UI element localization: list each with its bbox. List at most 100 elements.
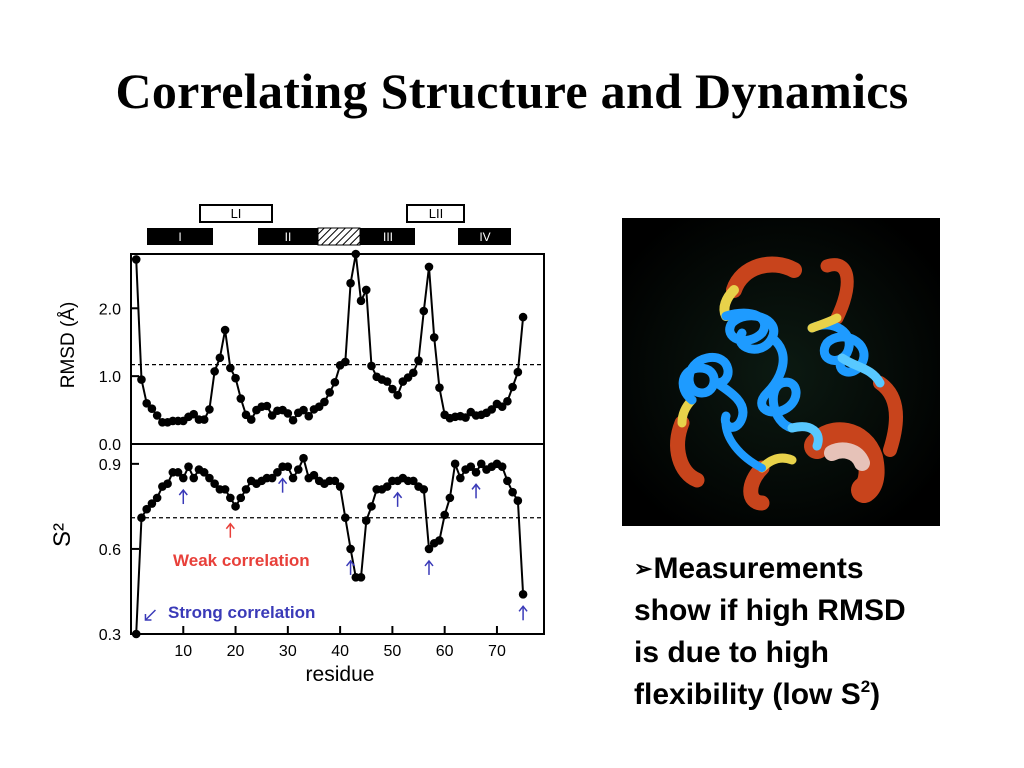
correlation-arrowhead [471, 483, 481, 490]
rmsd-data-point [388, 384, 397, 394]
rmsd-data-point [262, 401, 272, 411]
s2-data-point [346, 544, 355, 554]
xtick-label: 40 [331, 643, 349, 660]
s2-data-point [147, 499, 157, 508]
secondary-structure-bar: LI LII I II III IV [147, 204, 511, 246]
s2-data-point [220, 485, 230, 494]
bullet-arrow-icon: ➢ [634, 556, 653, 581]
s2-data-point [293, 465, 303, 474]
s2-ytick-label: 0.6 [99, 542, 121, 559]
protein-structure-image [622, 218, 940, 526]
rmsd-axis-label: RMSD (Å) [58, 302, 79, 389]
loop-box-LII [406, 204, 465, 223]
correlation-arrowhead [225, 522, 235, 530]
s2-data-point [142, 504, 151, 514]
correlation-arrowhead [178, 488, 188, 496]
rmsd-data-point [351, 249, 361, 259]
s2-plot: 0.3 0.6 0.9 10 20 30 40 50 60 70 [99, 453, 544, 660]
s2-ytick-label: 0.3 [99, 627, 121, 644]
rmsd-data-point [199, 415, 209, 424]
s2-data-point [456, 473, 465, 483]
rmsd-data-point [518, 312, 528, 322]
s2-data-point [205, 473, 214, 483]
s2-data-point [435, 536, 444, 545]
rmsd-data-point [409, 368, 418, 378]
rmsd-data-point [497, 402, 507, 411]
s2-data-point [273, 468, 282, 477]
s2-panel-frame [130, 443, 545, 635]
loop-box-LI [199, 204, 273, 223]
rmsd-data-point [508, 382, 517, 392]
s2-data-point [466, 462, 476, 471]
s2-data-point [178, 473, 188, 483]
s2-data-point [152, 493, 162, 503]
rmsd-data-point [236, 394, 246, 403]
x-axis-label: residue [306, 663, 375, 686]
s2-data-point [184, 462, 193, 471]
s2-ytick-label: 0.9 [99, 457, 121, 474]
helix-bar-III [360, 228, 415, 245]
s2-data-point [309, 470, 319, 480]
rmsd-data-point [137, 375, 146, 384]
s2-data-point [330, 476, 340, 486]
helix-label-II: II [285, 230, 292, 244]
weak-correlation-label: Weak correlation [173, 551, 310, 570]
s2-data-point [341, 513, 350, 523]
helix-bar-II [258, 228, 318, 245]
s2-data-point [131, 629, 141, 639]
rmsd-data-point [356, 296, 366, 306]
rmsd-data-point [299, 405, 308, 415]
s2-data-point [356, 572, 366, 582]
strong-correlation-label: Strong correlation [168, 603, 315, 622]
s2-data-point [173, 468, 183, 477]
s2-data-point [226, 493, 235, 503]
loop-label-LII: LII [429, 206, 443, 221]
s2-data-point [471, 468, 481, 477]
bullet-superscript: 2 [860, 677, 871, 696]
s2-data-point [241, 485, 251, 494]
rmsd-data-point [210, 367, 219, 376]
rmsd-data-point [435, 383, 444, 392]
rmsd-data-point [361, 285, 371, 295]
s2-data-point [508, 487, 517, 497]
s2-data-point [299, 453, 308, 463]
rmsd-data-point [152, 411, 162, 420]
helix-label-IV: IV [479, 230, 490, 244]
correlation-arrowhead [144, 614, 152, 621]
rmsd-data-point [205, 405, 214, 414]
s2-data-point [231, 502, 240, 511]
rmsd-data-point [341, 357, 350, 367]
helix-bar-IV [458, 228, 511, 245]
correlation-arrowhead [345, 559, 356, 567]
bullet-line-4-tail: ) [870, 678, 881, 711]
rmsd-data-point [367, 361, 376, 371]
s2-data-point [419, 485, 429, 494]
rmsd-data-point [147, 404, 157, 414]
rmsd-ytick-label: 0.0 [99, 437, 121, 454]
bullet-text: ➢Measurements show if high RMSD is due to … [634, 548, 954, 716]
s2-data-point [445, 493, 455, 503]
rmsd-data-point [330, 377, 340, 387]
rmsd-data-point [414, 356, 423, 365]
rmsd-data-point [283, 409, 293, 418]
s2-data-point [450, 459, 460, 469]
s2-data-point [513, 496, 523, 506]
s2-axis-label: S² [49, 523, 76, 547]
s2-data-point [497, 462, 507, 471]
s2-data-point [335, 482, 345, 491]
xtick-label: 20 [227, 643, 245, 660]
rmsd-data-point [487, 405, 497, 414]
s2-data-point [199, 468, 209, 477]
s2-data-point [424, 544, 434, 554]
correlation-arrow [144, 609, 156, 621]
rmsd-data-point [220, 325, 230, 335]
s2-data-point [382, 482, 392, 491]
xtick-label: 10 [174, 643, 192, 660]
s2-data-point [163, 479, 172, 489]
rmsd-ytick-label: 2.0 [99, 301, 121, 318]
s2-data-point [189, 473, 199, 483]
s2-data-point [236, 493, 246, 503]
helix-label-III: III [383, 230, 393, 244]
bullet-line-3: is due to high [634, 636, 829, 669]
bullet-line-4: flexibility (low S [634, 678, 861, 711]
